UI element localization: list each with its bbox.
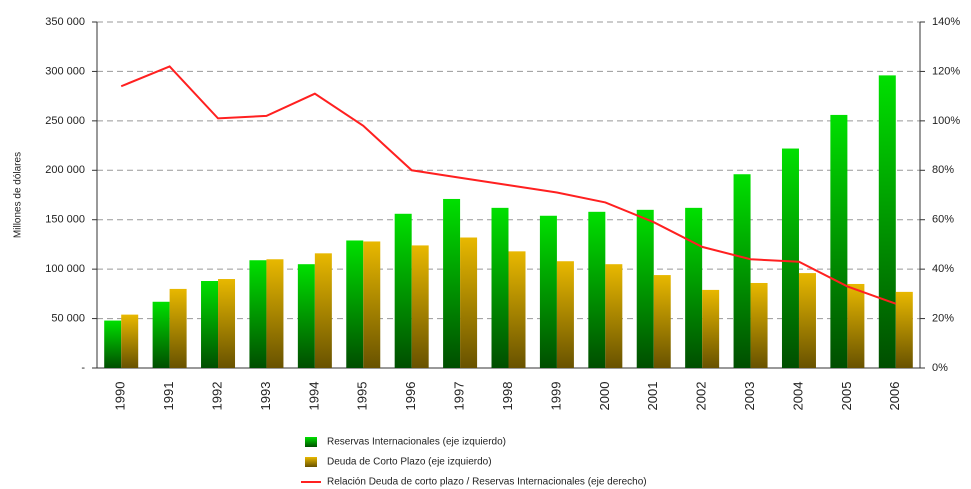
bar [249, 260, 267, 368]
x-tick-label: 1995 [355, 382, 370, 411]
bar [169, 288, 187, 368]
x-tick-label: 1993 [258, 382, 273, 411]
bar [314, 253, 332, 368]
legend-swatch [305, 457, 317, 467]
x-tick-label: 1999 [548, 382, 563, 411]
y2-tick-label: 80% [932, 164, 954, 176]
bar [895, 291, 913, 368]
x-tick-label: 1996 [403, 382, 418, 411]
y-tick-label: 100 000 [45, 263, 85, 275]
y2-tick-label: 20% [932, 312, 954, 324]
bar [152, 301, 170, 368]
x-tick-label: 1991 [161, 382, 176, 411]
legend-label: Deuda de Corto Plazo (eje izquierdo) [327, 457, 492, 468]
bar [539, 215, 557, 368]
bar [653, 275, 671, 368]
bar [588, 211, 606, 368]
x-tick-label: 2005 [839, 382, 854, 411]
bar [266, 259, 284, 368]
bar [411, 245, 429, 368]
legend-label: Reservas Internacionales (eje izquierdo) [327, 437, 506, 448]
bar [346, 240, 364, 368]
x-tick-label: 1994 [306, 382, 321, 411]
bar [394, 213, 412, 368]
y2-tick-label: 140% [932, 16, 960, 28]
y-tick-label: 150 000 [45, 214, 85, 226]
x-tick-label: 1998 [500, 382, 515, 411]
bar [297, 264, 315, 368]
bar [781, 148, 799, 368]
line [120, 65, 897, 305]
legend-swatch [305, 437, 317, 447]
bar [201, 281, 219, 368]
x-tick-label: 1990 [113, 382, 128, 411]
bar [878, 75, 896, 368]
y-tick-label: 50 000 [51, 312, 85, 324]
x-tick-label: 2002 [694, 382, 709, 411]
legend-label: Relación Deuda de corto plazo / Reservas… [327, 477, 647, 488]
bar [702, 289, 720, 368]
y2-tick-label: 0% [932, 362, 948, 374]
bar [750, 282, 768, 368]
bar [636, 209, 654, 368]
bar [605, 264, 623, 368]
bar [104, 320, 122, 368]
x-tick-label: 2000 [597, 382, 612, 411]
bar [798, 273, 816, 368]
x-tick-label: 2004 [790, 382, 805, 411]
x-tick-label: 1997 [452, 382, 467, 411]
y-tick-label: 250 000 [45, 115, 85, 127]
y-tick-label: - [81, 362, 85, 374]
bar [733, 174, 751, 368]
bar [121, 314, 139, 368]
bar [363, 241, 381, 368]
y2-tick-label: 120% [932, 65, 960, 77]
y-tick-label: 200 000 [45, 164, 85, 176]
x-tick-label: 2006 [887, 382, 902, 411]
bar [556, 261, 574, 368]
x-tick-label: 2003 [742, 382, 757, 411]
bar [508, 251, 526, 368]
bar [491, 207, 509, 368]
y2-tick-label: 60% [932, 214, 954, 226]
bar [460, 237, 478, 368]
y-tick-label: 300 000 [45, 65, 85, 77]
bar [685, 207, 703, 368]
y-tick-label: 350 000 [45, 16, 85, 28]
x-tick-label: 1992 [209, 382, 224, 411]
y2-tick-label: 100% [932, 115, 960, 127]
y-axis-label: Millones de dólares [13, 152, 24, 238]
y2-tick-label: 40% [932, 263, 954, 275]
bar [830, 114, 848, 368]
bar [218, 279, 236, 368]
x-tick-label: 2001 [645, 382, 660, 411]
bar [847, 283, 865, 368]
bar [443, 198, 461, 368]
